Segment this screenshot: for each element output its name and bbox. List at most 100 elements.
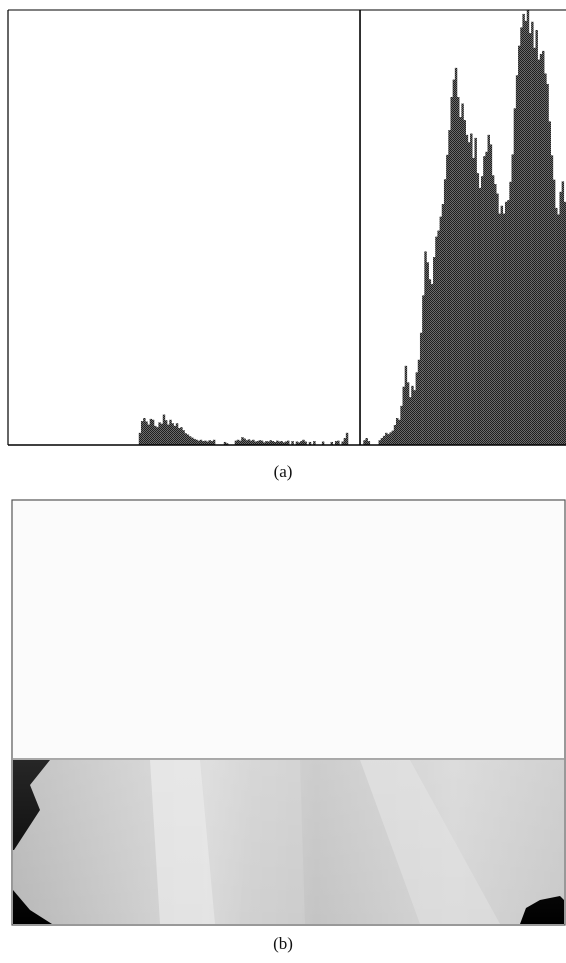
histogram-bar xyxy=(267,441,270,445)
sky-region xyxy=(13,501,564,759)
histogram-bar xyxy=(389,432,392,445)
histogram-bar xyxy=(391,430,395,445)
histogram-bar xyxy=(535,30,538,445)
histogram-bar xyxy=(393,424,397,445)
histogram-bar xyxy=(428,279,432,445)
histogram-bar xyxy=(178,428,181,445)
histogram-bar xyxy=(256,441,259,445)
histogram-bar xyxy=(511,154,514,446)
histogram-bar xyxy=(206,441,209,445)
histogram-bar xyxy=(463,120,466,445)
histogram-bar xyxy=(524,20,528,446)
histogram-bar xyxy=(247,439,251,445)
histogram-bar xyxy=(295,441,299,445)
histogram-bar xyxy=(507,200,510,445)
histogram-bar xyxy=(149,418,153,445)
histogram-bar xyxy=(433,257,436,445)
histogram-bar xyxy=(526,10,530,445)
histogram-bar xyxy=(263,442,266,445)
histogram-bar xyxy=(258,440,262,445)
histogram-bar xyxy=(276,440,279,445)
histogram-bar xyxy=(443,179,447,445)
histogram-bar xyxy=(151,419,155,445)
histogram-bar xyxy=(400,405,403,445)
histogram-bar xyxy=(398,419,401,445)
histogram-bar xyxy=(435,236,438,445)
histogram-bar xyxy=(485,151,488,445)
histogram-bar xyxy=(537,59,541,446)
histogram-bar xyxy=(287,440,290,445)
histogram-bar xyxy=(563,201,566,445)
histogram-bar xyxy=(313,441,316,445)
histogram-bar xyxy=(138,432,142,445)
histogram-bar xyxy=(480,176,484,446)
histogram-bar xyxy=(430,284,434,445)
histogram-bar xyxy=(160,423,164,445)
histogram-bar xyxy=(204,440,207,445)
histogram-bar xyxy=(173,425,177,445)
histogram-bar xyxy=(162,414,166,445)
histogram-bar xyxy=(212,439,216,445)
histogram-bar xyxy=(365,438,368,445)
histogram-bar xyxy=(404,365,408,445)
histogram-bar xyxy=(491,175,495,446)
histogram-bar xyxy=(439,216,443,446)
histogram-bar xyxy=(280,441,283,445)
histogram-bar xyxy=(367,441,371,445)
histogram-bar xyxy=(265,441,268,445)
histogram-bar xyxy=(297,442,301,445)
histogram-bar xyxy=(561,181,565,445)
histogram-bar xyxy=(140,421,144,445)
histogram-bar xyxy=(520,27,523,446)
histogram-bar xyxy=(448,130,451,445)
histogram-bar xyxy=(470,133,473,446)
histogram-bar xyxy=(415,372,419,445)
histogram-bar xyxy=(210,441,214,445)
histogram-bar xyxy=(539,53,543,445)
histogram-bar xyxy=(409,397,412,445)
histogram-bar xyxy=(450,97,453,445)
histogram-bar xyxy=(252,439,255,445)
histogram-bar xyxy=(243,438,246,445)
histogram-bar xyxy=(156,427,159,445)
histogram-bar xyxy=(548,121,551,446)
histogram-bar xyxy=(489,144,493,446)
histogram-bar xyxy=(223,441,227,445)
histogram-bar xyxy=(236,439,240,445)
histogram-bar xyxy=(459,117,462,445)
thresholded-road-image xyxy=(11,499,566,926)
histogram-bar xyxy=(457,97,460,445)
histogram-bar xyxy=(474,137,477,445)
histogram-bar xyxy=(424,251,427,445)
histogram-bar xyxy=(542,50,545,445)
histogram-bar xyxy=(208,440,211,445)
histogram-bar xyxy=(476,173,480,446)
histogram-bar xyxy=(180,427,183,445)
histogram-bar xyxy=(498,213,501,445)
histogram-bar xyxy=(273,441,277,445)
histogram-bar xyxy=(343,438,347,445)
histogram-bar xyxy=(241,437,244,445)
histogram-bar xyxy=(546,83,549,445)
histogram-bar xyxy=(555,207,558,445)
histogram-bar xyxy=(533,47,536,446)
histogram-bar xyxy=(426,262,429,445)
histogram-bar xyxy=(175,423,179,445)
histogram-bar xyxy=(363,440,366,445)
histogram-bar xyxy=(341,441,344,445)
histogram-bar xyxy=(158,422,161,445)
histogram-bar xyxy=(419,332,423,445)
histogram-bar xyxy=(417,359,421,445)
histogram-bar xyxy=(308,441,312,445)
histogram-bar xyxy=(411,385,414,445)
histogram-bar xyxy=(395,418,399,445)
histogram-bar xyxy=(557,214,560,445)
histogram-bar xyxy=(467,142,471,446)
histogram-bar xyxy=(465,134,469,445)
histogram-bar xyxy=(164,420,168,445)
histogram-bar xyxy=(249,440,253,445)
histogram-bar xyxy=(454,67,458,446)
histogram-bar xyxy=(184,433,187,445)
histogram-bar xyxy=(380,438,384,445)
histogram-chart xyxy=(7,9,566,446)
